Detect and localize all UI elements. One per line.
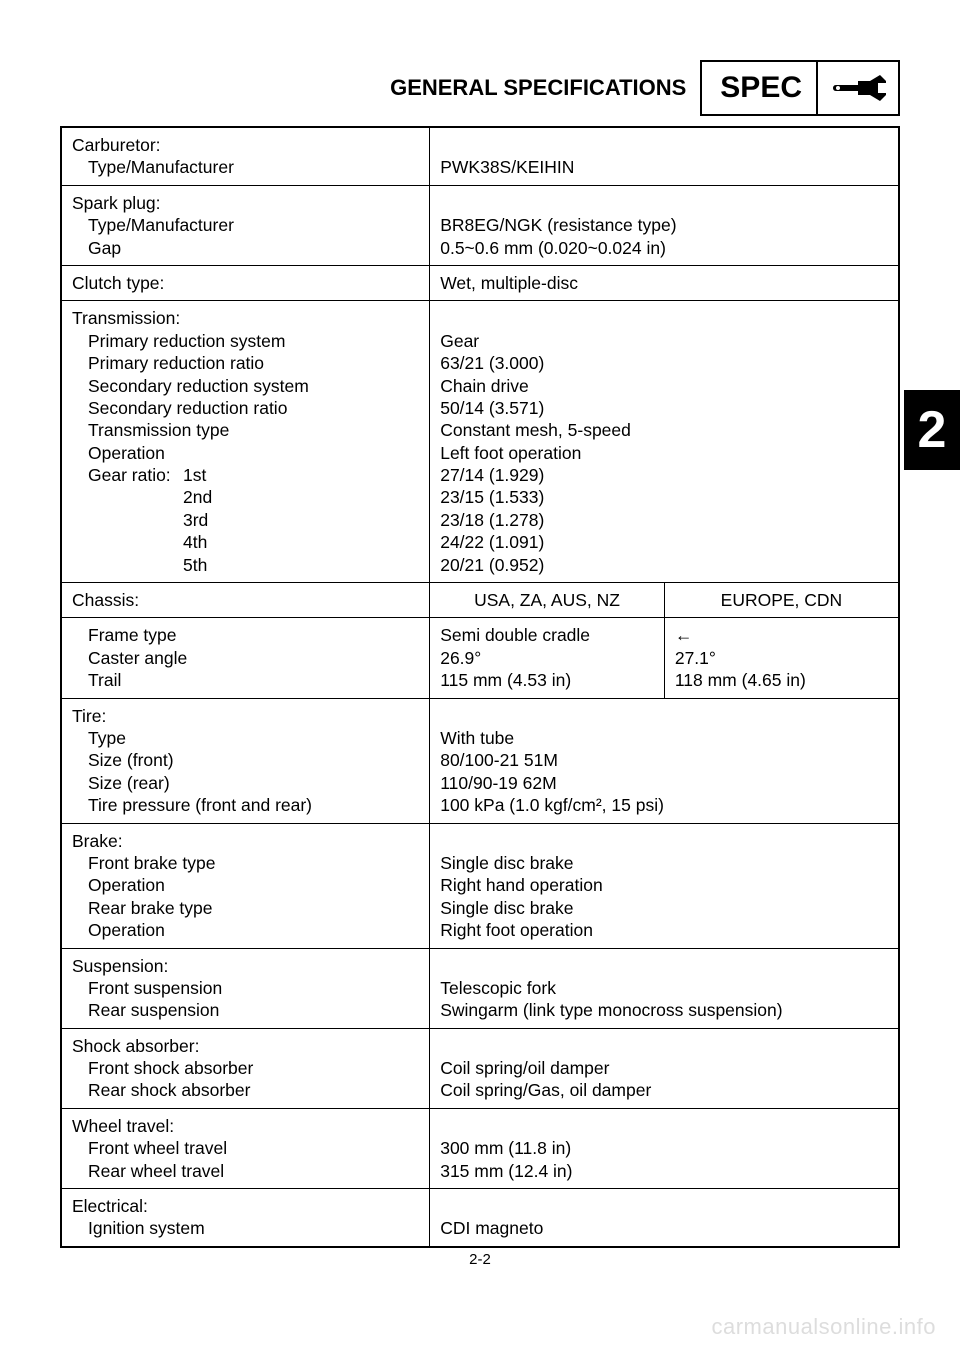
page-header: GENERAL SPECIFICATIONS SPEC xyxy=(60,60,900,116)
spec-label-cell: Electrical:Ignition system xyxy=(61,1189,430,1247)
table-row: Tire:TypeSize (front)Size (rear)Tire pre… xyxy=(61,698,899,823)
page: GENERAL SPECIFICATIONS SPEC Carburetor:T… xyxy=(0,0,960,1358)
watermark: carmanualsonline.info xyxy=(711,1314,936,1340)
spec-label-cell: Clutch type: xyxy=(61,265,430,300)
spec-value-cell: Wet, multiple-disc xyxy=(430,265,899,300)
table-row: Frame typeCaster angleTrailSemi double c… xyxy=(61,618,899,698)
table-row: Clutch type:Wet, multiple-disc xyxy=(61,265,899,300)
region-header-cell: EUROPE, CDN xyxy=(664,583,899,618)
page-number: 2-2 xyxy=(0,1251,960,1268)
spec-label-cell: Frame typeCaster angleTrail xyxy=(61,618,430,698)
spec-badge-text: SPEC xyxy=(702,62,818,114)
spec-label-cell: Shock absorber:Front shock absorberRear … xyxy=(61,1028,430,1108)
table-row: Brake:Front brake typeOperationRear brak… xyxy=(61,823,899,948)
table-row: Suspension:Front suspensionRear suspensi… xyxy=(61,948,899,1028)
wrench-icon xyxy=(818,62,898,114)
spec-label-cell: Suspension:Front suspensionRear suspensi… xyxy=(61,948,430,1028)
spec-label-cell: Transmission:Primary reduction systemPri… xyxy=(61,301,430,583)
spec-label-cell: Carburetor:Type/Manufacturer xyxy=(61,127,430,185)
spec-value-cell: Telescopic forkSwingarm (link type monoc… xyxy=(430,948,899,1028)
spec-value-cell: Gear63/21 (3.000)Chain drive50/14 (3.571… xyxy=(430,301,899,583)
table-row: Transmission:Primary reduction systemPri… xyxy=(61,301,899,583)
spec-label-cell: Spark plug:Type/ManufacturerGap xyxy=(61,185,430,265)
spec-value-cell: CDI magneto xyxy=(430,1189,899,1247)
spec-value-cell: Coil spring/oil damperCoil spring/Gas, o… xyxy=(430,1028,899,1108)
page-title: GENERAL SPECIFICATIONS xyxy=(390,75,700,101)
spec-value-cell: Semi double cradle26.9°115 mm (4.53 in) xyxy=(430,618,665,698)
spec-value-cell: BR8EG/NGK (resistance type)0.5~0.6 mm (0… xyxy=(430,185,899,265)
spec-value-cell: ←27.1°118 mm (4.65 in) xyxy=(664,618,899,698)
table-row: Chassis:USA, ZA, AUS, NZEUROPE, CDN xyxy=(61,583,899,618)
spec-value-cell: With tube80/100-21 51M110/90-19 62M100 k… xyxy=(430,698,899,823)
table-row: Carburetor:Type/Manufacturer PWK38S/KEIH… xyxy=(61,127,899,185)
spec-label-cell: Chassis: xyxy=(61,583,430,618)
spec-table: Carburetor:Type/Manufacturer PWK38S/KEIH… xyxy=(60,126,900,1248)
spec-label-cell: Wheel travel:Front wheel travelRear whee… xyxy=(61,1108,430,1188)
spec-badge-box: SPEC xyxy=(700,60,900,116)
spec-label-cell: Tire:TypeSize (front)Size (rear)Tire pre… xyxy=(61,698,430,823)
table-row: Shock absorber:Front shock absorberRear … xyxy=(61,1028,899,1108)
spec-value-cell: 300 mm (11.8 in)315 mm (12.4 in) xyxy=(430,1108,899,1188)
section-tab: 2 xyxy=(904,390,960,470)
spec-value-cell: Single disc brakeRight hand operationSin… xyxy=(430,823,899,948)
spec-value-cell: PWK38S/KEIHIN xyxy=(430,127,899,185)
region-header-cell: USA, ZA, AUS, NZ xyxy=(430,583,665,618)
table-row: Electrical:Ignition system CDI magneto xyxy=(61,1189,899,1247)
spec-label-cell: Brake:Front brake typeOperationRear brak… xyxy=(61,823,430,948)
table-row: Spark plug:Type/ManufacturerGap BR8EG/NG… xyxy=(61,185,899,265)
table-row: Wheel travel:Front wheel travelRear whee… xyxy=(61,1108,899,1188)
